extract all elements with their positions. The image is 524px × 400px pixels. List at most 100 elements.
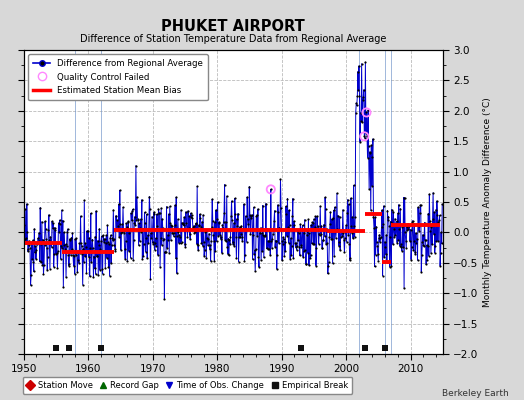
Point bbox=[25, 242, 34, 248]
Point bbox=[421, 237, 430, 244]
Point bbox=[402, 223, 411, 230]
Point bbox=[386, 234, 394, 240]
Point bbox=[42, 236, 50, 242]
Point bbox=[410, 221, 419, 227]
Point bbox=[255, 264, 263, 270]
Point bbox=[218, 222, 226, 228]
Point bbox=[279, 236, 288, 242]
Point bbox=[147, 230, 155, 237]
Point bbox=[240, 201, 248, 207]
Point bbox=[116, 220, 125, 227]
Point bbox=[411, 251, 420, 258]
Point bbox=[148, 239, 157, 245]
Point bbox=[308, 219, 316, 226]
Point bbox=[317, 223, 325, 229]
Point bbox=[434, 219, 443, 226]
Point bbox=[146, 206, 154, 212]
Point bbox=[262, 200, 270, 207]
Point bbox=[356, 110, 365, 116]
Point bbox=[133, 194, 141, 200]
Point bbox=[342, 238, 351, 245]
Point bbox=[350, 182, 358, 188]
Point bbox=[182, 209, 190, 215]
Point bbox=[237, 234, 246, 240]
Point bbox=[40, 262, 48, 268]
Point bbox=[172, 270, 181, 276]
Point bbox=[139, 252, 148, 259]
Point bbox=[103, 255, 111, 261]
Point bbox=[191, 229, 199, 236]
Point bbox=[303, 228, 312, 234]
Point bbox=[235, 234, 243, 240]
Point bbox=[290, 222, 299, 229]
Point bbox=[368, 183, 376, 189]
Point bbox=[126, 226, 134, 232]
Point bbox=[377, 234, 385, 240]
Point bbox=[227, 198, 236, 204]
Point bbox=[200, 252, 209, 259]
Point bbox=[372, 251, 380, 258]
Point bbox=[140, 241, 148, 247]
Point bbox=[88, 236, 96, 243]
Point bbox=[401, 229, 409, 235]
Point bbox=[302, 261, 310, 268]
Point bbox=[96, 246, 105, 252]
Point bbox=[314, 223, 322, 230]
Point bbox=[197, 240, 205, 246]
Point bbox=[258, 202, 267, 209]
Point bbox=[31, 243, 40, 250]
Point bbox=[60, 229, 68, 236]
Point bbox=[42, 244, 51, 251]
Point bbox=[427, 224, 435, 230]
Point bbox=[296, 221, 304, 228]
Point bbox=[313, 227, 322, 234]
Point bbox=[150, 247, 159, 253]
Point bbox=[347, 195, 355, 201]
Point bbox=[74, 248, 83, 254]
Point bbox=[112, 227, 121, 234]
Point bbox=[109, 207, 117, 213]
Point bbox=[231, 195, 239, 202]
Point bbox=[298, 226, 306, 232]
Point bbox=[204, 242, 212, 249]
Point bbox=[99, 232, 107, 238]
Point bbox=[204, 236, 213, 242]
Point bbox=[133, 216, 141, 222]
Point bbox=[341, 235, 349, 241]
Point bbox=[108, 237, 117, 243]
Point bbox=[150, 209, 158, 215]
Point bbox=[370, 225, 378, 231]
Point bbox=[298, 222, 307, 228]
Point bbox=[430, 209, 439, 215]
Point bbox=[351, 214, 359, 221]
Point bbox=[322, 241, 330, 248]
Point bbox=[111, 246, 119, 252]
Point bbox=[129, 237, 138, 244]
Point bbox=[321, 194, 329, 200]
Point bbox=[199, 243, 207, 249]
Point bbox=[205, 230, 213, 237]
Point bbox=[118, 221, 126, 228]
Point bbox=[68, 230, 77, 236]
Point bbox=[170, 230, 178, 236]
Point bbox=[89, 245, 97, 252]
Point bbox=[194, 222, 203, 228]
Point bbox=[225, 236, 234, 243]
Point bbox=[38, 262, 47, 268]
Point bbox=[123, 224, 131, 230]
Point bbox=[263, 245, 271, 252]
Point bbox=[284, 224, 292, 230]
Point bbox=[314, 241, 323, 247]
Point bbox=[239, 226, 247, 232]
Point bbox=[149, 240, 157, 247]
Point bbox=[64, 345, 73, 351]
Point bbox=[363, 154, 372, 161]
Point bbox=[52, 251, 60, 257]
Point bbox=[130, 220, 138, 226]
Point bbox=[343, 196, 352, 203]
Point bbox=[122, 220, 130, 226]
Point bbox=[151, 240, 159, 246]
Point bbox=[258, 248, 266, 254]
Point bbox=[242, 226, 250, 232]
Point bbox=[249, 232, 257, 238]
